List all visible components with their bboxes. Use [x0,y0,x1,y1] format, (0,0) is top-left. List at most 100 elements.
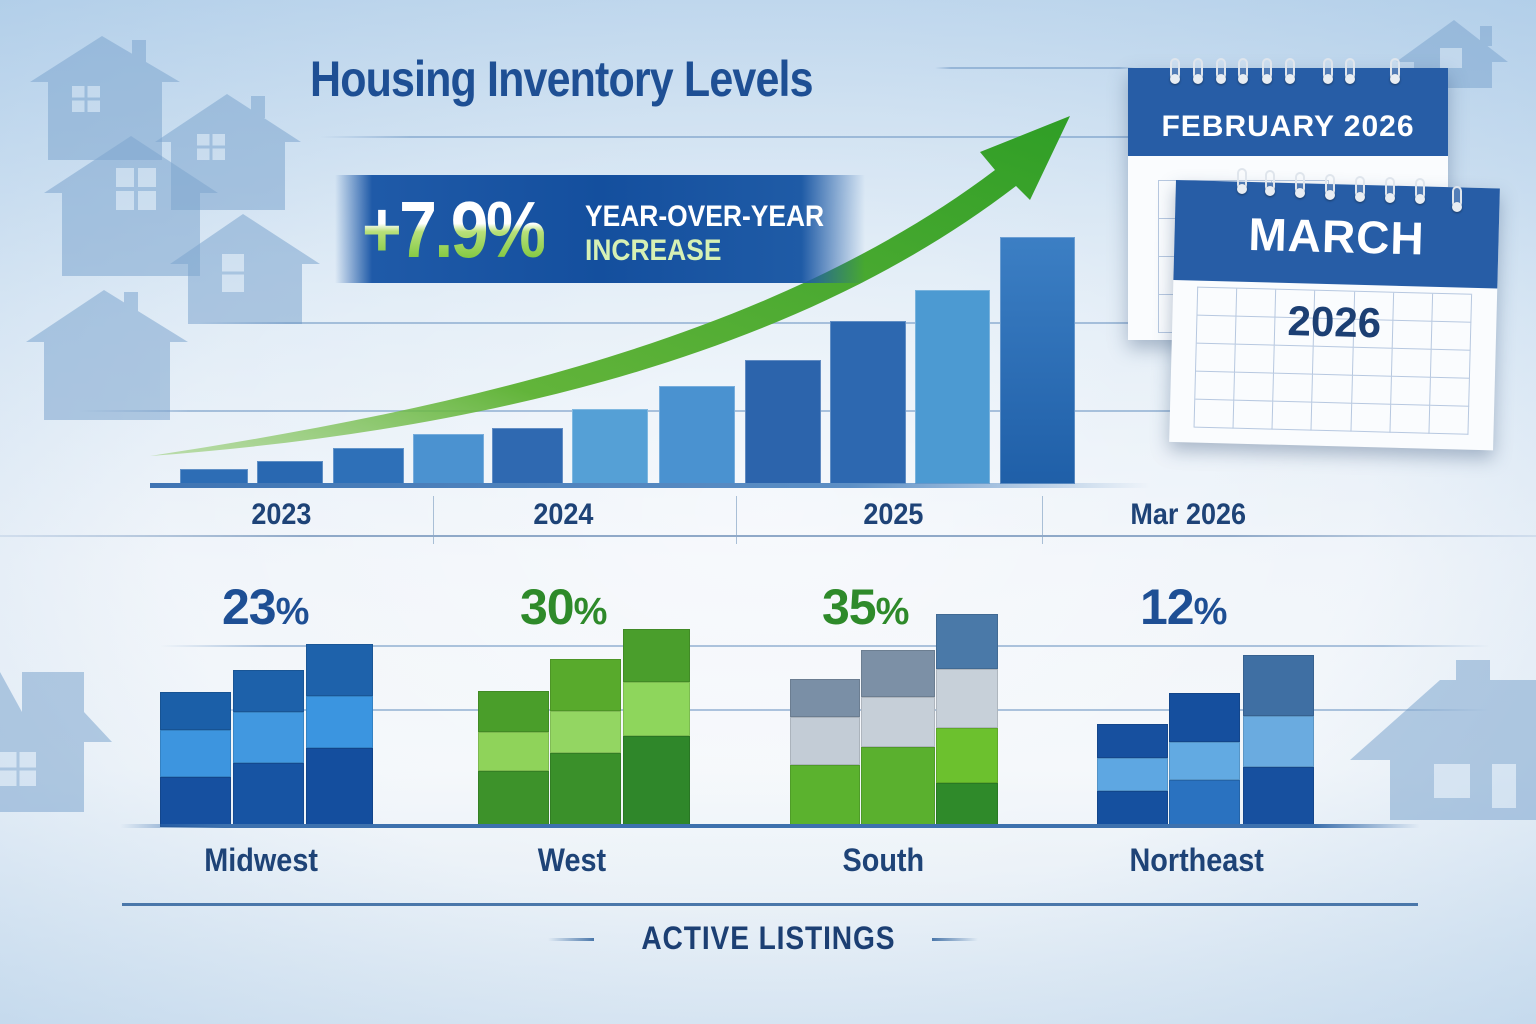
bar-segment [478,691,549,732]
calendar-ring [1295,172,1305,198]
calendar-ring [1323,58,1333,84]
region-name-midwest: Midwest [204,842,318,878]
calendar-ring [1355,176,1365,202]
region-pct-northeast: 12% [1140,579,1227,635]
bar-segment [160,777,231,827]
bar-segment [861,697,935,747]
bar-segment [790,679,860,717]
house-icon [0,672,112,812]
chart-bar [413,434,484,484]
house-icon [44,136,218,276]
bar-segment [233,763,304,827]
calendar-ring [1285,58,1295,84]
bar-segment [861,747,935,827]
calendar-ring [1415,178,1425,204]
chart-bar [572,409,648,484]
calendar-march: MARCH 2026 [1169,180,1500,451]
footer-dash-right [932,938,978,941]
bar-segment [1169,742,1240,780]
calendar-ring [1193,58,1203,84]
period-divider [1042,496,1043,544]
trend-arrow-icon [150,116,1070,456]
gridline [160,645,1490,647]
region-pct-west: 30% [520,579,607,635]
bar-segment [306,644,373,696]
calendar-ring [1170,58,1180,84]
period-label: 2023 [251,498,312,531]
bar-segment [936,783,998,827]
calendar-ring [1390,58,1400,84]
yoy-banner [335,175,865,283]
period-divider [433,496,434,544]
bar-segment [1097,724,1168,758]
bar-segment [550,753,621,827]
bar-segment [233,712,304,763]
bar-segment [478,732,549,771]
page-title: Housing Inventory Levels [310,51,814,107]
calendar-ring [1238,58,1248,84]
chart-bar [1000,237,1075,484]
period-axis-line [0,535,1536,537]
bar-segment [1169,693,1240,742]
chart-bar [915,290,990,484]
calendar-ring [1325,174,1335,200]
region-pct-south: 35% [822,579,909,635]
house-icon [170,214,320,324]
bar-segment [550,659,621,711]
region-name-west: West [537,842,607,878]
bar-segment [936,669,998,728]
bar-segment [861,650,935,697]
region-name-south: South [842,842,925,878]
footer-title: ACTIVE LISTINGS [640,920,896,956]
house-icon [30,36,180,160]
regional-baseline [120,824,1420,828]
calendar-ring [1237,168,1247,194]
x-axis-baseline [150,483,1150,488]
calendar-march-year: 2026 [1287,296,1382,347]
bar-segment [233,670,304,712]
bar-segment [623,629,690,682]
period-label: 2024 [533,498,594,531]
chart-bar [830,321,906,484]
chart-bar [180,469,248,484]
bar-segment [790,765,860,827]
house-icon [26,290,188,420]
bar-segment [936,728,998,783]
footer-dash-left [548,938,594,941]
period-label: Mar 2026 [1130,498,1247,531]
period-label: 2025 [863,498,924,531]
bar-segment [306,748,373,827]
bar-segment [1097,758,1168,791]
region-pct-midwest: 23% [222,579,309,635]
chart-bar [659,386,735,484]
yoy-change-value: +7.9% [362,185,547,274]
chart-bar [492,428,563,484]
bar-segment [550,711,621,753]
yoy-label-line2: INCREASE [585,234,722,267]
footer-divider [122,903,1418,906]
bar-segment [1169,780,1240,827]
calendar-ring [1262,58,1272,84]
bar-segment [1243,716,1314,767]
calendar-ring [1265,170,1275,196]
bar-segment [160,692,231,730]
bar-segment [306,696,373,748]
bar-segment [1243,767,1314,827]
bar-segment [790,717,860,765]
bar-segment [1097,791,1168,827]
gridline [935,67,1135,69]
bar-segment [160,730,231,777]
period-divider [736,496,737,544]
calendar-march-month: MARCH [1173,180,1500,289]
region-name-northeast: Northeast [1129,842,1264,878]
yoy-label-line1: YEAR-OVER-YEAR [585,200,825,233]
bar-segment [623,682,690,736]
chart-bar [333,448,404,484]
yoy-label: YEAR-OVER-YEAR INCREASE [585,200,824,268]
chart-bar [745,360,821,484]
calendar-ring [1345,58,1355,84]
calendar-ring [1452,186,1462,212]
calendar-ring [1385,177,1395,203]
bar-segment [1243,655,1314,716]
bar-segment [478,771,549,827]
